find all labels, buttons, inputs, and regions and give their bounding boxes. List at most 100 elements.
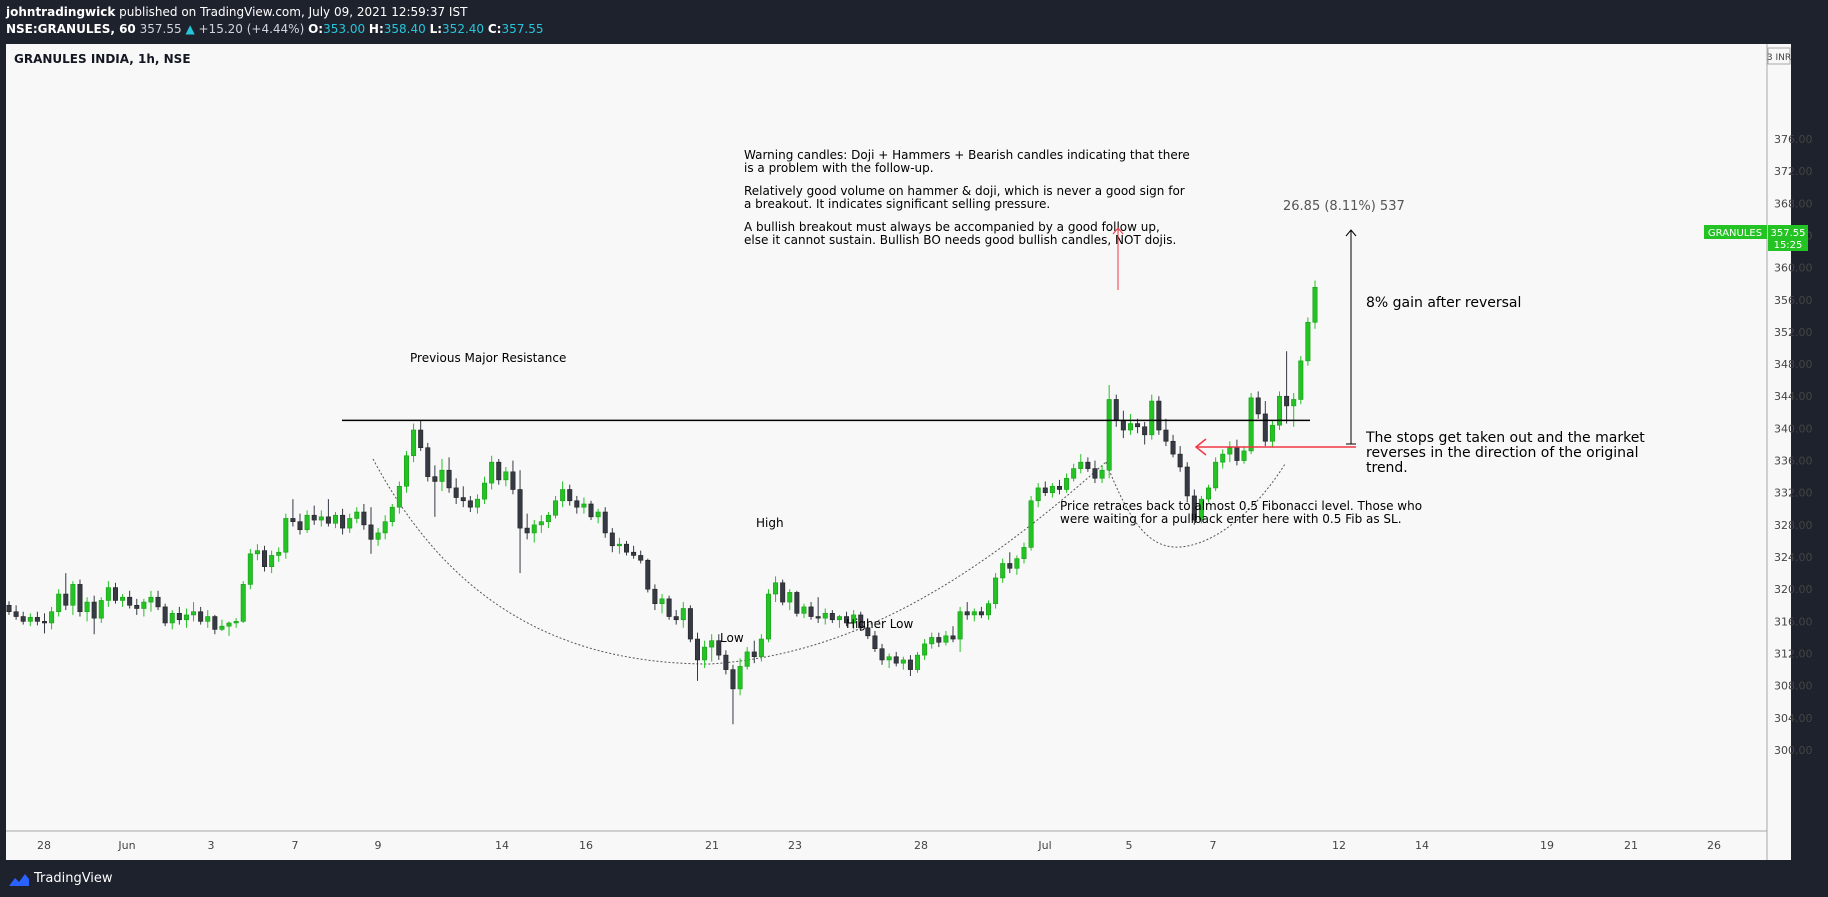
candle [318,510,324,527]
candle [673,610,679,625]
candle [567,484,573,506]
price-change: +15.20 (+4.44%) [198,22,305,36]
warning-line: else it cannot sustain. Bullish BO needs… [744,233,1176,247]
candle [1170,434,1176,458]
candle [1241,446,1247,464]
candle [134,598,140,615]
candle [645,558,651,593]
candle [489,455,495,490]
candle [297,513,303,535]
candle [687,605,693,643]
y-tick-label: 340.00 [1774,422,1813,435]
price-chart[interactable]: 300.00 304.00 308.00 312.00 316.00 320.00 324.… [0,44,1828,861]
tradingview-brand[interactable]: TradingView [34,871,113,886]
candle [1042,481,1048,496]
fib-line: were waiting for a pullback enter here w… [1060,512,1402,526]
low-label: Low [720,631,744,645]
x-tick-label: 14 [1415,839,1429,852]
currency-label[interactable]: 3 INR [1767,53,1791,63]
y-tick-label: 312.00 [1774,648,1813,661]
measure-arrow[interactable] [1345,229,1357,445]
candle [1078,454,1084,474]
candle [1014,555,1020,575]
warning-line: Relatively good volume on hammer & doji,… [744,184,1185,198]
candle [453,478,459,504]
candle [744,647,750,670]
y-tick-label: 300.00 [1774,744,1813,757]
symbol-interval: NSE:GRANULES, 60 [6,22,136,36]
resistance-label: Previous Major Resistance [410,351,566,365]
price-tag-value: 357.55 [1771,228,1806,239]
candle [624,540,630,556]
candle [105,581,111,607]
candle [844,611,850,627]
candle [631,545,637,559]
candle [801,603,807,619]
candle [169,610,175,630]
publish-info: johntradingwick published on TradingView… [6,5,467,19]
x-tick-label: 7 [292,839,299,852]
x-tick-label: 23 [788,839,802,852]
candle [1071,463,1077,482]
candle [70,581,76,615]
candle [780,579,786,606]
y-tick-label: 352.00 [1774,326,1813,339]
candle [787,589,793,611]
high-label: High [756,516,784,530]
candle [865,621,871,640]
candle [6,601,12,615]
handle-curve [1105,461,1286,548]
candle [432,465,438,517]
y-tick-label: 324.00 [1774,551,1813,564]
candle [794,590,800,617]
candle [13,605,19,620]
candle [765,589,771,643]
candle [1312,280,1318,329]
candle [311,505,317,525]
candle [446,457,452,493]
x-tick-label: 28 [914,839,928,852]
publisher-name[interactable]: johntradingwick [6,5,116,19]
candle [254,544,260,561]
candle [950,626,956,643]
candle [460,486,466,508]
candle [418,420,424,451]
candle [659,594,665,614]
y-tick-label: 376.00 [1774,133,1813,146]
candle [730,664,736,725]
candle [1035,483,1041,508]
candle [77,579,83,617]
y-tick-label: 328.00 [1774,519,1813,532]
candle [155,590,161,611]
candle [553,495,559,519]
candle [1284,351,1290,424]
tradingview-logo-icon[interactable] [8,871,30,887]
candle [212,614,218,635]
candle [1191,489,1197,525]
close-label: C: [487,22,502,36]
candle [758,634,764,662]
price-axis[interactable]: 300.00 304.00 308.00 312.00 316.00 320.00 324.… [1774,133,1813,757]
candle [1000,558,1006,583]
candle [1007,552,1013,574]
higher-low-label: Higher Low [846,617,914,631]
candle [1056,479,1062,495]
y-tick-label: 308.00 [1774,680,1813,693]
candle [1049,483,1055,498]
candle [276,547,282,562]
price-tag[interactable]: GRANULES 357.55 15:25 [1704,225,1808,251]
candle [609,528,615,553]
candle [510,460,516,495]
x-tick-label: 7 [1210,839,1217,852]
candle [1135,418,1141,434]
candle [389,503,395,527]
time-axis[interactable]: 28 Jun 3 7 9 14 16 21 23 28 Jul 5 7 12 14 19 21 26 [37,839,1721,852]
candle [1298,356,1304,405]
x-tick-label: 14 [495,839,509,852]
candle [907,655,913,677]
y-tick-label: 372.00 [1774,165,1813,178]
up-arrow-icon [1112,227,1124,290]
symbol-info: NSE:GRANULES, 60 357.55 ▲ +15.20 (+4.44%… [6,22,543,36]
candle [233,618,239,628]
x-tick-label: 19 [1540,839,1554,852]
